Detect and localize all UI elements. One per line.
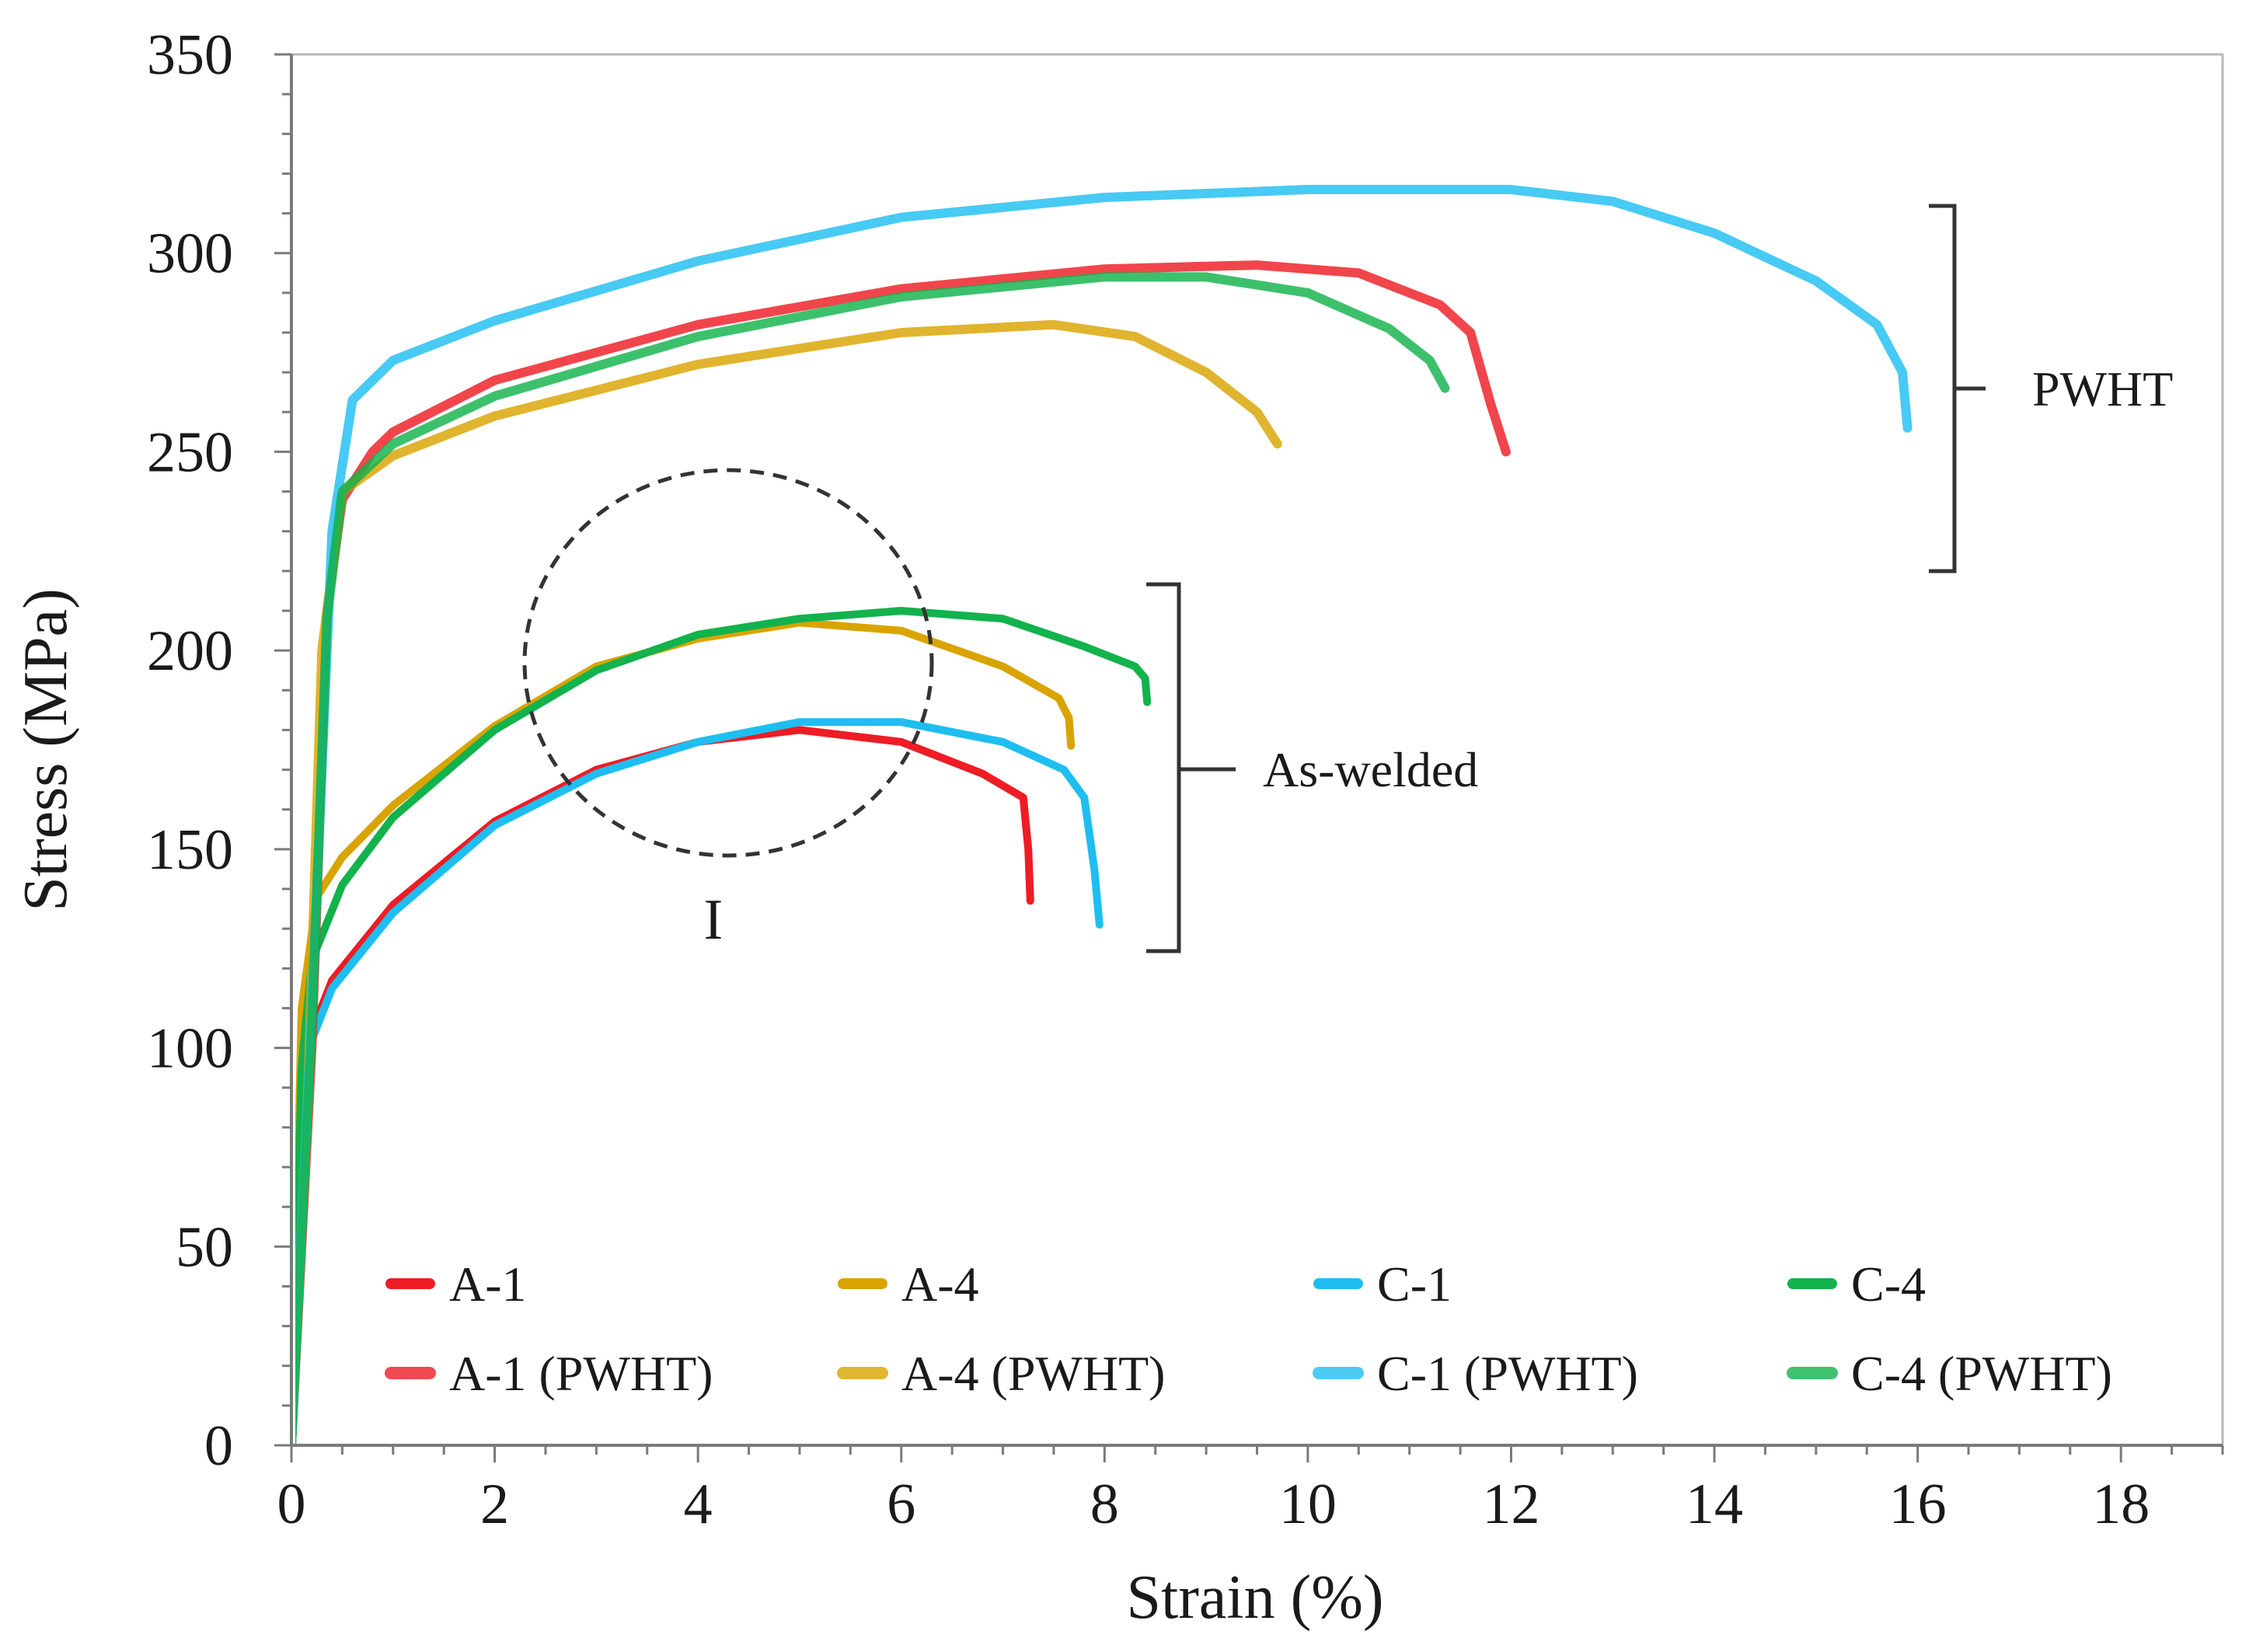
y-tick-label: 250 (147, 420, 233, 484)
legend-label: A-1 (449, 1256, 527, 1312)
series-line-c-1-pwht (295, 184, 1913, 1445)
y-tick-label: 50 (176, 1215, 233, 1279)
series-line-c-4-pwht (295, 272, 1450, 1445)
legend-label: C-4 (1851, 1256, 1926, 1312)
series-line-c-1 (295, 718, 1104, 1445)
region-circle (522, 468, 934, 858)
legend-label: C-1 (PWHT) (1377, 1346, 1638, 1401)
legend-label: A-1 (PWHT) (449, 1346, 713, 1401)
legend-label: C-4 (PWHT) (1851, 1346, 2112, 1401)
y-axis-title: Stress (MPa) (12, 588, 80, 911)
y-tick-label: 100 (147, 1017, 233, 1081)
series-layer (295, 184, 1913, 1445)
x-tick-label: 6 (887, 1473, 915, 1536)
x-tick-label: 18 (2092, 1473, 2150, 1536)
x-tick-label: 10 (1279, 1473, 1337, 1536)
as-welded-bracket-label: As-welded (1263, 742, 1478, 797)
x-tick-label: 0 (277, 1473, 306, 1536)
x-tick-label: 16 (1889, 1473, 1947, 1536)
x-tick-label: 2 (480, 1473, 509, 1536)
legend-item-c-4-pwht: C-4 (PWHT) (1787, 1346, 2112, 1401)
x-axis-title: Strain (%) (1126, 1563, 1383, 1632)
x-tick-label: 4 (684, 1473, 713, 1536)
pwht-bracket (1929, 204, 1986, 573)
series-line-c-4 (295, 607, 1152, 1445)
legend-label: C-1 (1377, 1256, 1452, 1312)
as-welded-bracket (1146, 582, 1236, 953)
legend: A-1 A-4 C-1 C-4 A-1 (PWHT) A-4 (PWHT) C-1 (PWH… (385, 1256, 2112, 1401)
pwht-bracket-label: PWHT (2032, 361, 2173, 416)
y-tick-label: 350 (147, 23, 233, 87)
y-tick-label: 150 (147, 818, 233, 882)
legend-item-c-1: C-1 (1313, 1256, 1452, 1312)
legend-item-a-1: A-1 (385, 1256, 527, 1312)
legend-item-c-1-pwht: C-1 (PWHT) (1313, 1346, 1638, 1401)
legend-item-a-1-pwht: A-1 (PWHT) (385, 1346, 713, 1401)
x-tick-label: 12 (1482, 1473, 1539, 1536)
dashed-circle-annotation: I (522, 468, 934, 952)
legend-label: A-4 (PWHT) (901, 1346, 1165, 1401)
series-line-a-4-pwht (295, 319, 1282, 1445)
legend-item-c-4: C-4 (1787, 1256, 1926, 1312)
pwht-bracket-brace (1929, 204, 1986, 573)
series-line-a-1 (295, 726, 1034, 1445)
legend-item-a-4-pwht: A-4 (PWHT) (837, 1346, 1165, 1401)
y-tick-label: 200 (147, 619, 233, 683)
legend-label: A-4 (901, 1256, 979, 1312)
axes: 0 2 4 6 8 10 12 14 16 18 0 50 100 150 200 250 300 350 (147, 23, 2224, 1536)
circle-label: I (704, 888, 724, 952)
y-tick-label: 0 (204, 1414, 233, 1478)
x-tick-label: 14 (1686, 1473, 1743, 1536)
y-tick-label: 300 (147, 222, 233, 286)
as-welded-bracket-brace (1146, 582, 1236, 953)
legend-item-a-4: A-4 (838, 1256, 979, 1312)
x-tick-label: 8 (1090, 1473, 1119, 1536)
